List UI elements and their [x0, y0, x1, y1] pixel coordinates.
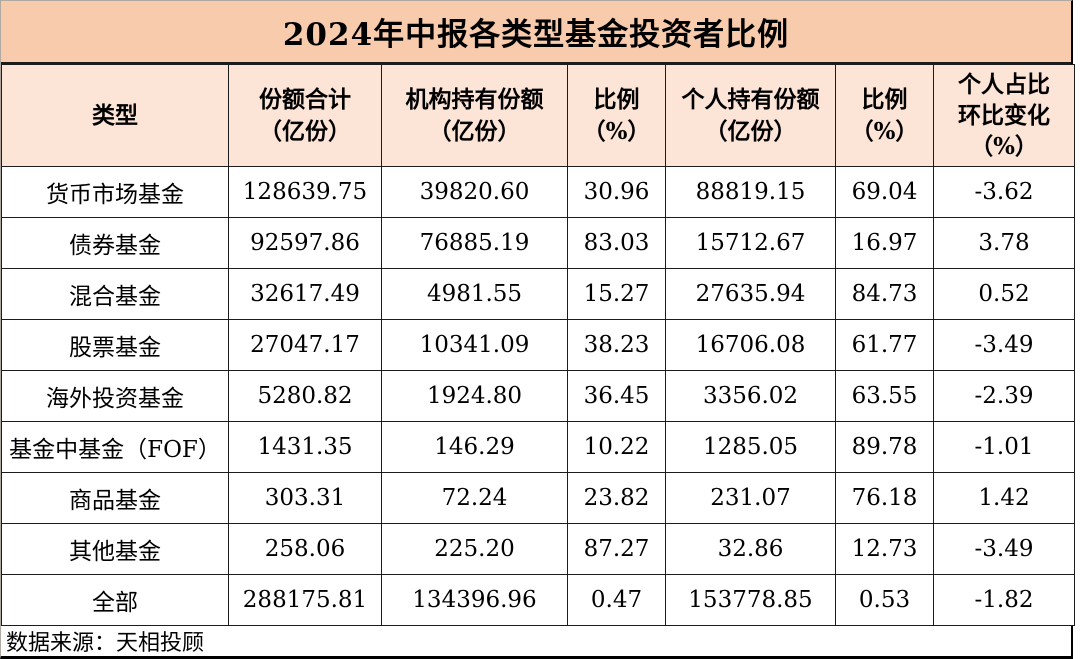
cell-individual-ratio: 16.97 [835, 217, 934, 269]
cell-fund-type: 股票基金 [1, 319, 229, 371]
table-body: 货币市场基金 128639.75 39820.60 30.96 88819.15… [1, 166, 1075, 626]
cell-ratio-change: -1.82 [933, 574, 1075, 626]
cell-institutional-ratio: 38.23 [567, 319, 666, 371]
cell-institutional-ratio: 87.27 [567, 523, 666, 575]
cell-total-shares: 27047.17 [228, 319, 382, 371]
cell-individual-ratio: 89.78 [835, 421, 934, 473]
cell-institutional-shares: 10341.09 [381, 319, 568, 371]
cell-total-shares: 32617.49 [228, 268, 382, 320]
header-row: 类型 份额合计 （亿份） 机构持有份额 （亿份） 比例 （%） 个人持有份额 （… [1, 64, 1075, 167]
cell-institutional-shares: 134396.96 [381, 574, 568, 626]
column-header-institutional-ratio: 比例 （%） [567, 64, 666, 167]
table-row-money-market: 货币市场基金 128639.75 39820.60 30.96 88819.15… [1, 166, 1075, 218]
table-row-bond: 债券基金 92597.86 76885.19 83.03 15712.67 16… [1, 217, 1075, 269]
cell-institutional-shares: 72.24 [381, 472, 568, 524]
cell-fund-type: 全部 [1, 574, 229, 626]
cell-individual-ratio: 84.73 [835, 268, 934, 320]
cell-ratio-change: -2.39 [933, 370, 1075, 422]
page-title: 2024年中报各类型基金投资者比例 [1, 1, 1071, 64]
cell-individual-ratio: 61.77 [835, 319, 934, 371]
cell-institutional-shares: 1924.80 [381, 370, 568, 422]
cell-individual-shares: 15712.67 [665, 217, 836, 269]
cell-individual-shares: 231.07 [665, 472, 836, 524]
table-row-overseas: 海外投资基金 5280.82 1924.80 36.45 3356.02 63.… [1, 370, 1075, 422]
cell-individual-ratio: 69.04 [835, 166, 934, 218]
cell-total-shares: 92597.86 [228, 217, 382, 269]
cell-institutional-shares: 4981.55 [381, 268, 568, 320]
cell-institutional-ratio: 0.47 [567, 574, 666, 626]
cell-individual-shares: 88819.15 [665, 166, 836, 218]
cell-institutional-ratio: 36.45 [567, 370, 666, 422]
data-table: 类型 份额合计 （亿份） 机构持有份额 （亿份） 比例 （%） 个人持有份额 （… [1, 64, 1075, 626]
cell-individual-ratio: 0.53 [835, 574, 934, 626]
column-header-type: 类型 [1, 64, 229, 167]
cell-fund-type: 基金中基金（FOF） [1, 421, 229, 473]
cell-individual-shares: 27635.94 [665, 268, 836, 320]
cell-institutional-ratio: 83.03 [567, 217, 666, 269]
cell-ratio-change: -3.62 [933, 166, 1075, 218]
cell-ratio-change: 1.42 [933, 472, 1075, 524]
cell-fund-type: 其他基金 [1, 523, 229, 575]
cell-ratio-change: 0.52 [933, 268, 1075, 320]
column-header-individual-shares: 个人持有份额 （亿份） [665, 64, 836, 167]
cell-institutional-shares: 146.29 [381, 421, 568, 473]
cell-total-shares: 128639.75 [228, 166, 382, 218]
table-header: 类型 份额合计 （亿份） 机构持有份额 （亿份） 比例 （%） 个人持有份额 （… [1, 64, 1075, 167]
cell-fund-type: 债券基金 [1, 217, 229, 269]
table-row-equity: 股票基金 27047.17 10341.09 38.23 16706.08 61… [1, 319, 1075, 371]
cell-total-shares: 5280.82 [228, 370, 382, 422]
cell-individual-ratio: 63.55 [835, 370, 934, 422]
column-header-individual-ratio-change: 个人占比 环比变化 （%） [933, 64, 1075, 167]
cell-institutional-shares: 225.20 [381, 523, 568, 575]
cell-individual-shares: 32.86 [665, 523, 836, 575]
cell-fund-type: 海外投资基金 [1, 370, 229, 422]
cell-total-shares: 288175.81 [228, 574, 382, 626]
cell-total-shares: 258.06 [228, 523, 382, 575]
cell-individual-shares: 3356.02 [665, 370, 836, 422]
cell-institutional-shares: 76885.19 [381, 217, 568, 269]
cell-ratio-change: 3.78 [933, 217, 1075, 269]
cell-ratio-change: -3.49 [933, 523, 1075, 575]
table-row-fof: 基金中基金（FOF） 1431.35 146.29 10.22 1285.05 … [1, 421, 1075, 473]
cell-individual-ratio: 12.73 [835, 523, 934, 575]
column-header-total-shares: 份额合计 （亿份） [228, 64, 382, 167]
cell-total-shares: 1431.35 [228, 421, 382, 473]
column-header-individual-ratio: 比例 （%） [835, 64, 934, 167]
cell-institutional-ratio: 15.27 [567, 268, 666, 320]
table-row-total: 全部 288175.81 134396.96 0.47 153778.85 0.… [1, 574, 1075, 626]
cell-individual-shares: 153778.85 [665, 574, 836, 626]
table-row-hybrid: 混合基金 32617.49 4981.55 15.27 27635.94 84.… [1, 268, 1075, 320]
data-source-note: 数据来源：天相投顾 [1, 626, 1071, 656]
cell-institutional-shares: 39820.60 [381, 166, 568, 218]
cell-fund-type: 货币市场基金 [1, 166, 229, 218]
table-row-other: 其他基金 258.06 225.20 87.27 32.86 12.73 -3.… [1, 523, 1075, 575]
cell-individual-shares: 16706.08 [665, 319, 836, 371]
cell-ratio-change: -3.49 [933, 319, 1075, 371]
cell-individual-ratio: 76.18 [835, 472, 934, 524]
cell-institutional-ratio: 30.96 [567, 166, 666, 218]
cell-total-shares: 303.31 [228, 472, 382, 524]
cell-fund-type: 商品基金 [1, 472, 229, 524]
cell-ratio-change: -1.01 [933, 421, 1075, 473]
cell-fund-type: 混合基金 [1, 268, 229, 320]
cell-institutional-ratio: 23.82 [567, 472, 666, 524]
cell-institutional-ratio: 10.22 [567, 421, 666, 473]
cell-individual-shares: 1285.05 [665, 421, 836, 473]
column-header-institutional-shares: 机构持有份额 （亿份） [381, 64, 568, 167]
table-row-commodity: 商品基金 303.31 72.24 23.82 231.07 76.18 1.4… [1, 472, 1075, 524]
